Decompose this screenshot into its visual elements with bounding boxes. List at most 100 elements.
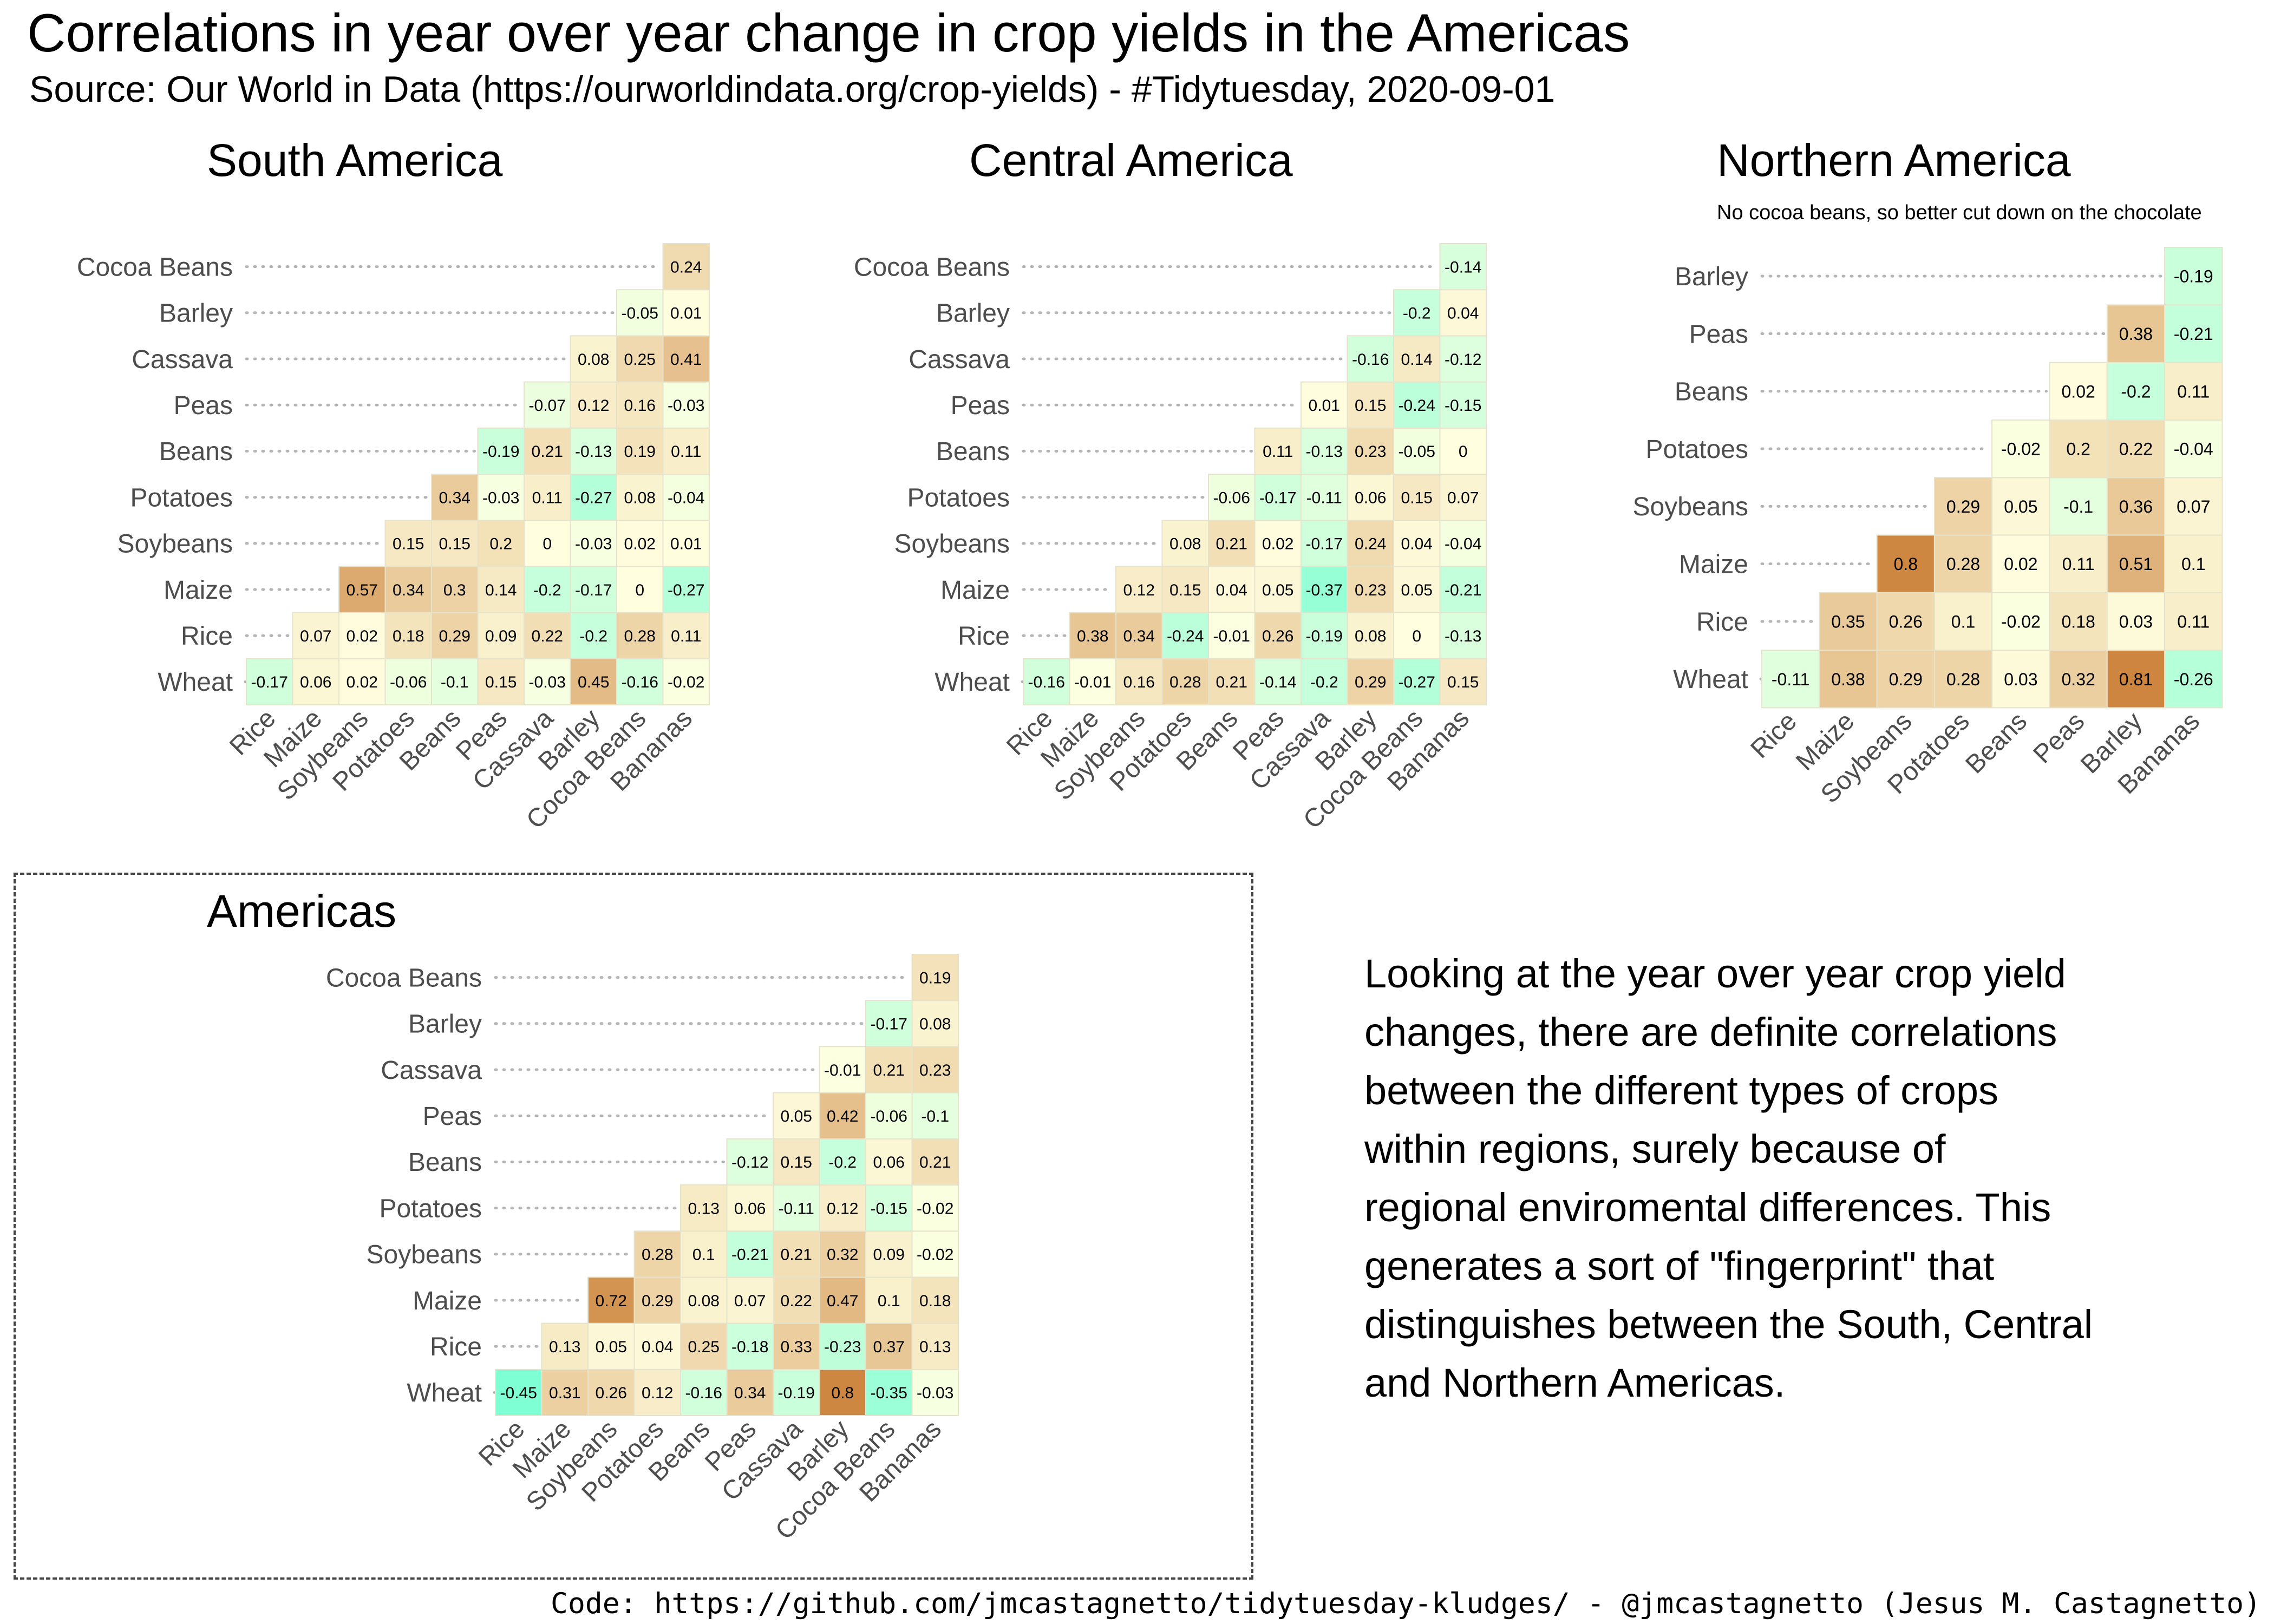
heatmap-cell (1439, 289, 1487, 337)
heatmap-cell (524, 427, 571, 475)
cell-value-label: -0.16 (1028, 673, 1065, 691)
heatmap-cell (911, 1368, 959, 1417)
cell-value-label: -0.04 (1445, 535, 1481, 553)
y-tick-label: Cocoa Beans (854, 253, 1010, 281)
cell-value-label: 0.12 (642, 1384, 673, 1402)
heatmap-cell (819, 1138, 866, 1186)
cell-value-label: 0 (1412, 627, 1421, 645)
heatmap-cell (865, 1230, 913, 1278)
heatmap-cell (1439, 474, 1487, 521)
chart-title: Northern America (1717, 135, 2071, 186)
cell-value-label: -0.02 (2001, 440, 2041, 459)
heatmap-cell (477, 474, 525, 521)
cell-value-label: -0.03 (917, 1384, 953, 1402)
cell-value-label: 0.07 (2177, 497, 2210, 516)
heatmap-cell (524, 474, 571, 521)
heatmap-cell (662, 612, 710, 659)
heatmap-cell (1991, 650, 2050, 709)
cell-value-label: -0.2 (1310, 673, 1338, 691)
cell-value-label: -0.11 (1306, 489, 1342, 507)
heatmap-cell (616, 335, 664, 383)
cell-value-label: -0.11 (779, 1200, 814, 1217)
heatmap-cell (773, 1230, 820, 1278)
cell-value-label: 0.13 (688, 1200, 720, 1217)
heatmap-northern-america: Northern America No cocoa beans, so bette… (1633, 135, 2223, 809)
cell-value-label: 0.02 (347, 627, 378, 645)
cell-value-label: 0.57 (347, 581, 378, 599)
cell-value-label: 0.37 (873, 1338, 905, 1356)
cell-value-label: 0.21 (781, 1246, 812, 1264)
chart-subtitle: No cocoa beans, so better cut down on th… (1717, 201, 2202, 224)
cell-value-label: 0 (1459, 443, 1468, 461)
heatmap-cell (2164, 477, 2223, 536)
cell-value-label: 0.72 (596, 1292, 627, 1310)
heatmap-cell (1393, 381, 1441, 429)
y-tick-label: Cassava (909, 345, 1010, 374)
cell-value-label: 0.23 (1355, 443, 1386, 461)
heatmap-cell (2164, 419, 2223, 479)
cell-value-label: -0.2 (533, 581, 561, 599)
y-tick-label: Wheat (935, 668, 1010, 697)
heatmap-cell (1933, 534, 1993, 593)
heatmap-cell (1393, 427, 1441, 475)
cell-value-label: 0.81 (2119, 670, 2153, 689)
heatmap-cell (633, 1276, 681, 1324)
heatmap-cell (2106, 534, 2166, 593)
cell-value-label: -0.24 (1399, 397, 1435, 415)
cell-value-label: -0.01 (824, 1062, 861, 1079)
cell-value-label: -0.27 (1399, 673, 1435, 691)
heatmap-cell (1161, 612, 1209, 659)
cell-value-label: 0.02 (347, 673, 378, 691)
cell-value-label: 0.21 (1216, 535, 1247, 553)
cell-value-label: 0.45 (578, 673, 609, 691)
cell-value-label: 0.34 (1123, 627, 1155, 645)
y-tick-label: Maize (940, 576, 1010, 605)
cell-value-label: 0.41 (670, 351, 702, 369)
cell-value-label: 0.16 (1123, 673, 1155, 691)
heatmap-cell (1933, 650, 1993, 709)
cell-value-label: 0.22 (781, 1292, 812, 1310)
cell-value-label: 0.06 (873, 1154, 905, 1171)
heatmap-cell (1991, 419, 2050, 479)
x-tick-label: Beans (1960, 707, 2033, 780)
cell-value-label: 0.3 (443, 581, 466, 599)
heatmap-cell (1301, 612, 1348, 659)
heatmap-cell (431, 474, 479, 521)
heatmap-cell (2106, 477, 2166, 536)
cell-value-label: 0.28 (1946, 670, 1980, 689)
cell-value-label: 0.1 (1951, 612, 1975, 631)
y-tick-label: Soybeans (1633, 493, 1749, 521)
cell-value-label: 0.26 (1889, 612, 1923, 631)
cell-value-label: 0.29 (439, 627, 471, 645)
cell-value-label: 0.07 (300, 627, 331, 645)
heatmap-cell (726, 1184, 774, 1232)
cell-value-label: -0.12 (731, 1154, 768, 1171)
heatmap-cell (431, 566, 479, 613)
commentary-text: Looking at the year over year crop yield… (1364, 945, 2177, 1412)
cell-value-label: 0.23 (919, 1062, 951, 1079)
cell-value-label: 0.18 (919, 1292, 951, 1310)
cell-value-label: 0.06 (734, 1200, 766, 1217)
heatmap-cell (570, 381, 617, 429)
cell-value-label: 0.02 (2004, 554, 2037, 574)
heatmap-cell (911, 1000, 959, 1047)
cell-value-label: 0.14 (485, 581, 517, 599)
y-tick-label: Wheat (407, 1379, 482, 1407)
cell-value-label: 0.23 (1355, 581, 1386, 599)
y-tick-label: Soybeans (117, 530, 233, 559)
cell-value-label: 0.24 (670, 258, 702, 276)
cell-value-label: 0.01 (1309, 397, 1340, 415)
cell-value-label: -0.13 (1306, 443, 1343, 461)
heatmap-cell (1933, 477, 1993, 536)
heatmap-cell (1439, 658, 1487, 706)
heatmap-cell (1254, 427, 1302, 475)
y-tick-label: Beans (159, 437, 233, 466)
heatmap-cell (616, 381, 664, 429)
cell-value-label: -0.19 (778, 1384, 815, 1402)
cell-value-label: 0.05 (2004, 497, 2037, 516)
cell-value-label: -0.2 (2121, 382, 2151, 401)
y-tick-label: Barley (936, 299, 1010, 328)
cell-value-label: 0.32 (2062, 670, 2095, 689)
y-tick-label: Soybeans (367, 1241, 482, 1269)
cell-value-label: -0.17 (1259, 489, 1296, 507)
